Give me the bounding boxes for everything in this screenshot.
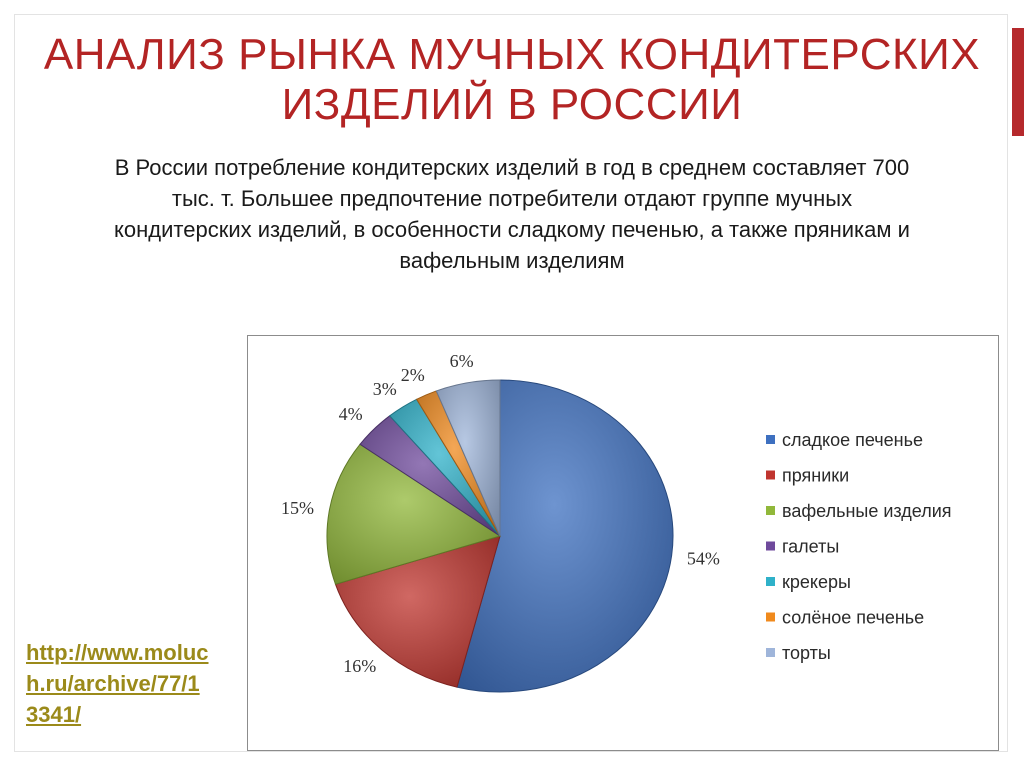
legend: сладкое печенье пряники вафельные изделия г… <box>766 430 952 663</box>
legend-label-slice-1: сладкое печенье <box>782 430 923 450</box>
slide-frame <box>14 14 1008 752</box>
legend-label-slice-7: торты <box>782 643 831 663</box>
source-link-line-2[interactable]: h.ru/archive/77/1 <box>26 671 200 696</box>
intro-text: В России потребление кондитерских издели… <box>28 152 996 276</box>
source-link-line-1[interactable]: http://www.moluc <box>26 640 209 665</box>
legend-swatch-slice-7 <box>766 648 775 657</box>
legend-label-slice-6: солёное печенье <box>782 608 924 628</box>
slide-title-line-1: АНАЛИЗ РЫНКА МУЧНЫХ КОНДИТЕРСКИХ <box>43 30 981 79</box>
legend-swatch-slice-5 <box>766 577 775 586</box>
data-label-slice-7: 6% <box>450 351 474 371</box>
pie-data-labels: 54% 16% 15% 4% 3%2% 6% <box>281 351 720 676</box>
source-link-line-3[interactable]: 3341/ <box>26 702 82 727</box>
accent-bar <box>1012 28 1024 136</box>
slide-title: АНАЛИЗ РЫНКА МУЧНЫХ КОНДИТЕРСКИХ ИЗДЕЛИЙ… <box>30 30 994 130</box>
pie-slice-3 <box>326 443 502 585</box>
legend-swatch-slice-4 <box>766 541 775 551</box>
legend-label-slice-4: галеты <box>782 537 839 557</box>
intro-line-1: В России потребление кондитерских издели… <box>114 155 910 180</box>
pie-slice-7 <box>435 379 501 537</box>
slide-title-line-2: ИЗДЕЛИЙ В РОССИИ <box>281 80 743 129</box>
legend-label-slice-5: крекеры <box>782 572 851 592</box>
pie-chart-svg: 54% 16% 15% 4% 3%2% 6% сладкое печенье пряники… <box>281 351 952 693</box>
source-link[interactable]: http://www.moluc h.ru/archive/77/1 3341/ <box>26 637 246 730</box>
legend-swatch-slice-1 <box>766 435 775 444</box>
data-label-slice-4: 4% <box>339 404 363 424</box>
data-label-slice-6: 2% <box>401 365 425 385</box>
pie-slice-2 <box>334 535 501 688</box>
pie-slices <box>326 379 674 693</box>
data-label-slice-3: 15% <box>281 498 314 518</box>
legend-label-slice-2: пряники <box>782 466 849 486</box>
intro-line-2: тыс. т. Большее предпочтение потребители… <box>171 186 853 211</box>
legend-swatch-slice-2 <box>766 470 775 480</box>
intro-line-4: вафельным изделиям <box>399 248 625 273</box>
legend-swatch-slice-3 <box>766 506 775 515</box>
data-label-slice-1: 54% <box>687 548 720 568</box>
data-label-slice-2: 16% <box>343 656 376 676</box>
legend-swatch-slice-6 <box>766 612 775 622</box>
data-label-slice-5: 3% <box>373 379 397 399</box>
pie-slice-1 <box>456 379 674 693</box>
pie-chart: 54% 16% 15% 4% 3% 2% 6% сладкое печенье пряники… <box>247 335 999 751</box>
legend-label-slice-3: вафельные изделия <box>782 501 952 521</box>
intro-line-3: кондитерских изделий, в особенности слад… <box>114 217 910 242</box>
